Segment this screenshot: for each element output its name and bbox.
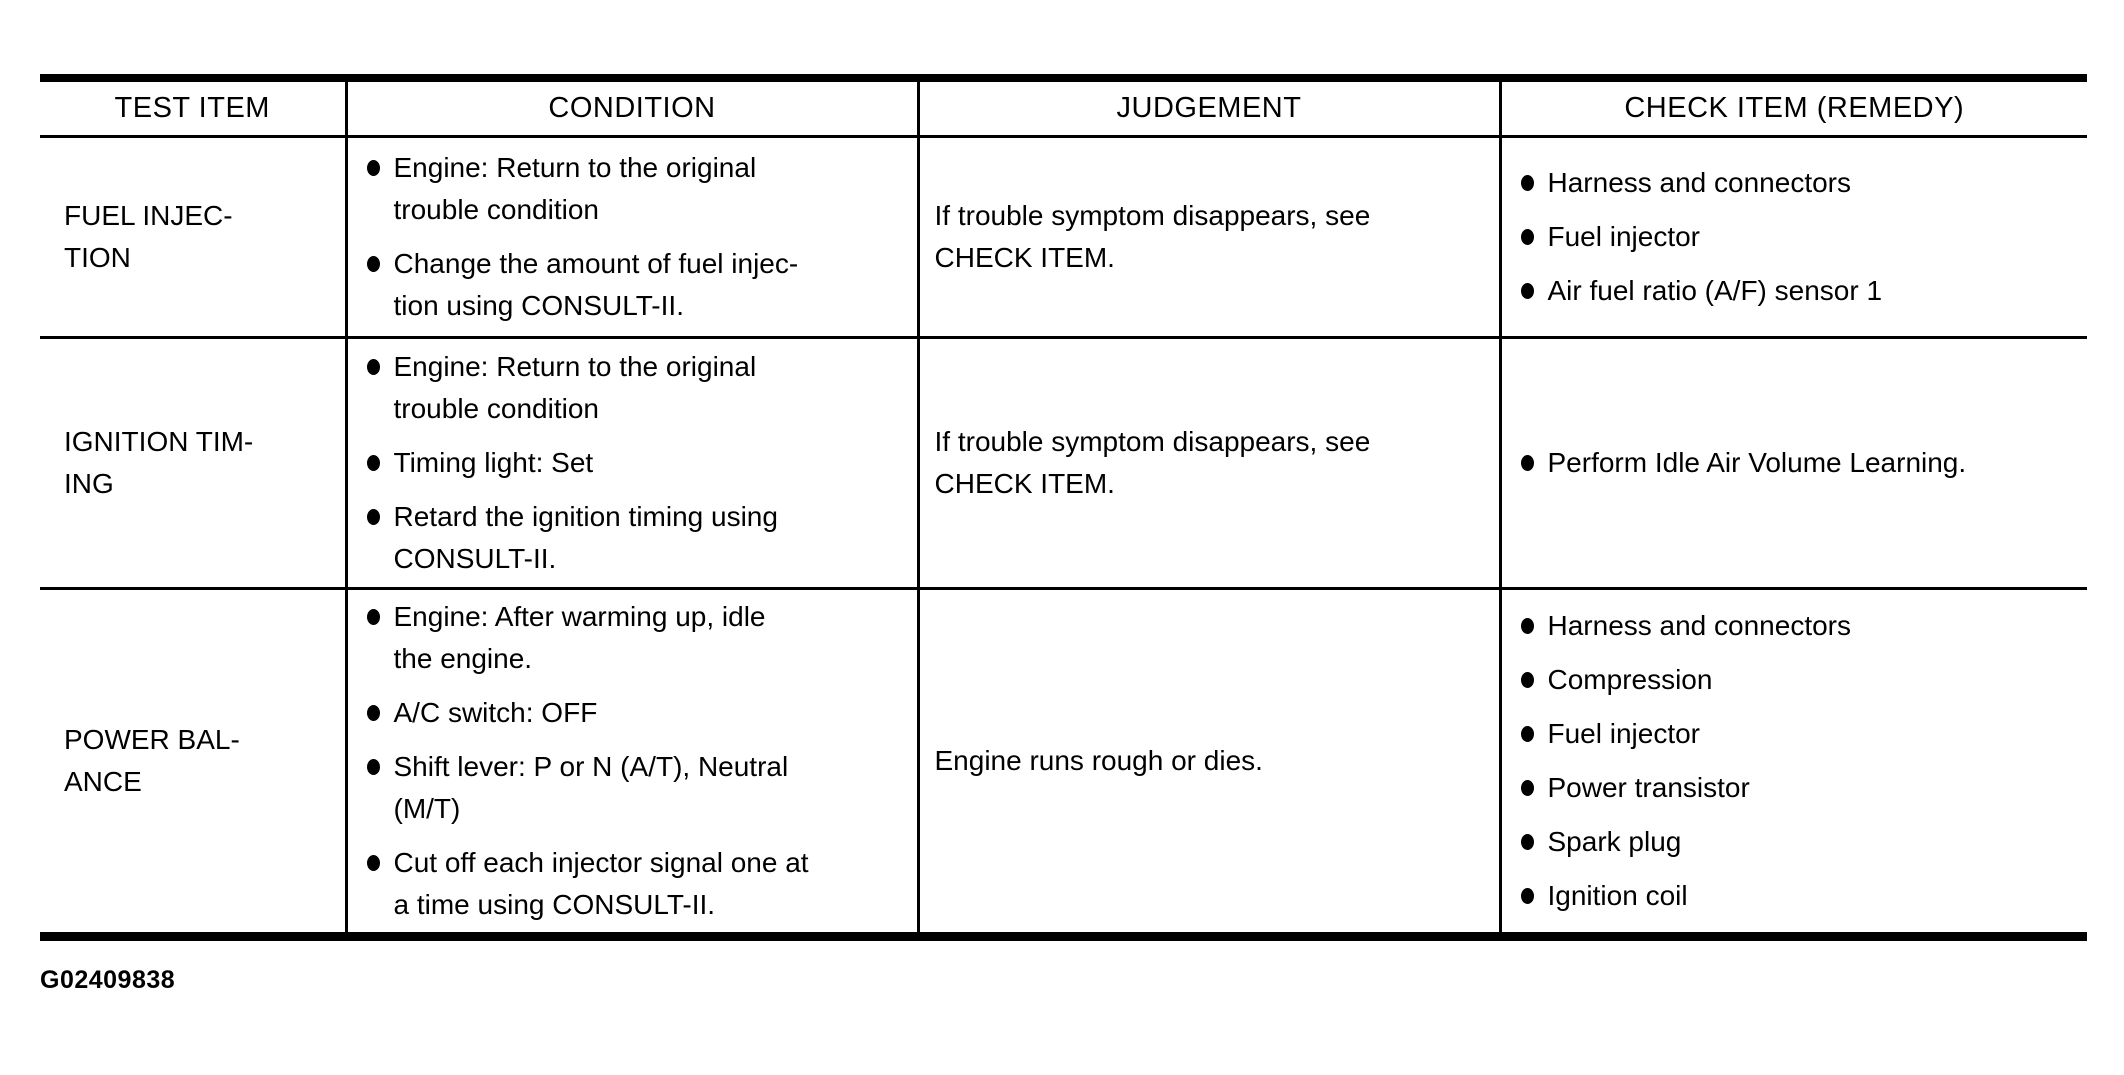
cell-judgement: Engine runs rough or dies. [916,586,1500,936]
condition-text: Timing light: Set [393,446,594,478]
bullet-icon [366,255,380,272]
bullet-icon [1520,454,1534,471]
list-item: Engine: Return to the original trouble c… [366,147,913,231]
condition-text: Retard the ignition timing using CONSULT… [393,500,778,574]
bullet-icon [366,159,380,176]
test-item-label: IGNITION TIM- ING [64,425,254,499]
list-item: Timing light: Set [366,442,913,484]
test-item-label: FUEL INJEC- TION [64,199,233,273]
check-item-text: Harness and connectors [1547,166,1852,198]
check-item-text: Compression [1547,663,1713,695]
list-item: Harness and connectors [1520,605,2084,647]
judgement-text: Engine runs rough or dies. [934,744,1263,776]
check-item-text: Power transistor [1547,771,1750,803]
list-item: Ignition coil [1520,875,2084,917]
test-item-label: POWER BAL- ANCE [64,723,240,797]
list-item: Engine: After warming up, idle the engin… [366,596,913,680]
col-header-judgement: JUDGEMENT [916,78,1500,138]
condition-text: Shift lever: P or N (A/T), Neutral (M/T) [393,750,789,824]
cell-test-item: IGNITION TIM- ING [40,335,346,588]
col-header-check-item: CHECK ITEM (REMEDY) [1498,78,2087,138]
check-item-list: Perform Idle Air Volume Learning. [1520,442,2084,484]
bullet-icon [1520,725,1534,742]
cell-test-item: POWER BAL- ANCE [40,586,346,936]
cell-test-item: FUEL INJEC- TION [40,136,346,337]
check-item-text: Perform Idle Air Volume Learning. [1547,446,1967,478]
list-item: Harness and connectors [1520,162,2084,204]
condition-text: Engine: Return to the original trouble c… [393,151,757,225]
list-item: Cut off each injector signal one at a ti… [366,842,913,926]
bullet-icon [1520,228,1534,245]
list-item: Retard the ignition timing using CONSULT… [366,496,913,580]
table-row-ignition-timing: IGNITION TIM- ING Engine: Return to the … [40,335,2087,588]
condition-list: Engine: Return to the original trouble c… [366,346,913,580]
cell-check-item: Harness and connectors Fuel injector Air… [1498,136,2087,337]
cell-check-item: Perform Idle Air Volume Learning. [1498,335,2087,588]
list-item: Fuel injector [1520,713,2084,755]
list-item: Air fuel ratio (A/F) sensor 1 [1520,270,2084,312]
list-item: Power transistor [1520,767,2084,809]
col-header-condition: CONDITION [344,78,918,138]
bullet-icon [1520,617,1534,634]
check-item-text: Fuel injector [1547,717,1701,749]
list-item: Perform Idle Air Volume Learning. [1520,442,2084,484]
list-item: Compression [1520,659,2084,701]
table-header-row: TEST ITEM CONDITION JUDGEMENT CHECK ITEM… [40,78,2087,138]
bullet-icon [366,454,380,471]
cell-judgement: If trouble symptom disappears, see CHECK… [916,335,1500,588]
bullet-icon [1520,779,1534,796]
condition-list: Engine: After warming up, idle the engin… [366,596,913,926]
bullet-icon [1520,174,1534,191]
list-item: Spark plug [1520,821,2084,863]
bullet-icon [366,758,380,775]
check-item-text: Spark plug [1547,825,1682,857]
table-row-fuel-injection: FUEL INJEC- TION Engine: Return to the o… [40,136,2087,337]
bullet-icon [366,608,380,625]
condition-list: Engine: Return to the original trouble c… [366,147,913,327]
check-item-text: Air fuel ratio (A/F) sensor 1 [1547,274,1883,306]
cell-check-item: Harness and connectors Compression Fuel … [1498,586,2087,936]
check-item-list: Harness and connectors Fuel injector Air… [1520,162,2084,312]
check-item-list: Harness and connectors Compression Fuel … [1520,605,2084,917]
bullet-icon [1520,833,1534,850]
bullet-icon [1520,282,1534,299]
bullet-icon [366,704,380,721]
diagnostic-test-table: TEST ITEM CONDITION JUDGEMENT CHECK ITEM… [40,74,2087,941]
cell-condition: Engine: Return to the original trouble c… [344,136,918,337]
cell-condition: Engine: Return to the original trouble c… [344,335,918,588]
cell-condition: Engine: After warming up, idle the engin… [344,586,918,936]
judgement-text: If trouble symptom disappears, see CHECK… [934,425,1371,499]
col-header-test-item: TEST ITEM [40,78,346,138]
list-item: Fuel injector [1520,216,2084,258]
check-item-text: Fuel injector [1547,220,1701,252]
condition-text: Engine: Return to the original trouble c… [393,350,757,424]
judgement-text: If trouble symptom disappears, see CHECK… [934,199,1371,273]
list-item: A/C switch: OFF [366,692,913,734]
bullet-icon [1520,671,1534,688]
cell-judgement: If trouble symptom disappears, see CHECK… [916,136,1500,337]
condition-text: Engine: After warming up, idle the engin… [393,600,766,674]
bullet-icon [1520,887,1534,904]
condition-text: A/C switch: OFF [393,696,598,728]
list-item: Engine: Return to the original trouble c… [366,346,913,430]
list-item: Shift lever: P or N (A/T), Neutral (M/T) [366,746,913,830]
bullet-icon [366,854,380,871]
bullet-icon [366,358,380,375]
condition-text: Cut off each injector signal one at a ti… [393,846,809,920]
bullet-icon [366,508,380,525]
condition-text: Change the amount of fuel injec- tion us… [393,247,799,321]
check-item-text: Harness and connectors [1547,609,1852,641]
table-row-power-balance: POWER BAL- ANCE Engine: After warming up… [40,586,2087,936]
list-item: Change the amount of fuel injec- tion us… [366,243,913,327]
figure-code: G02409838 [40,966,176,994]
check-item-text: Ignition coil [1547,879,1688,911]
